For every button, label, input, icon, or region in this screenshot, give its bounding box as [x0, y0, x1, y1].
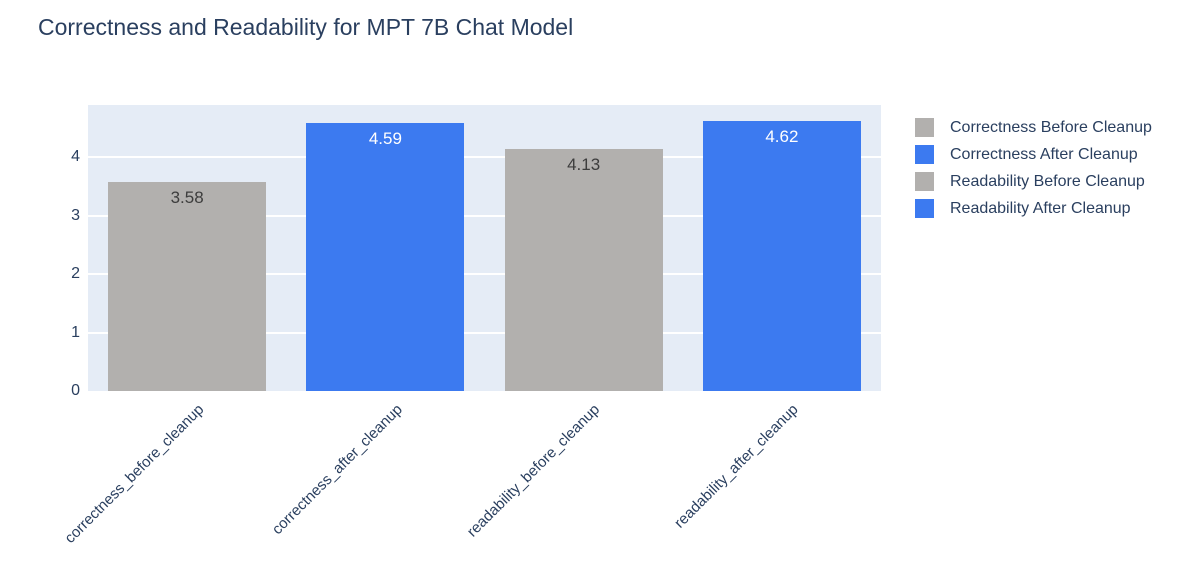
- legend-item[interactable]: Readability Before Cleanup: [915, 168, 1152, 195]
- legend-swatch: [915, 172, 934, 191]
- y-tick-label: 0: [71, 382, 80, 399]
- y-tick-label: 1: [71, 323, 80, 341]
- x-tick-label: correctness_after_cleanup: [268, 401, 406, 539]
- legend: Correctness Before Cleanup Correctness Af…: [915, 114, 1152, 222]
- y-tick-label: 2: [71, 265, 80, 283]
- bar-value-label: 4.59: [368, 128, 402, 148]
- y-tick-label: 4: [71, 148, 80, 166]
- bar-readability_before_cleanup[interactable]: 4.13: [504, 149, 663, 391]
- legend-label: Correctness After Cleanup: [950, 145, 1138, 163]
- bar-value-label: 4.62: [765, 126, 799, 146]
- legend-item[interactable]: Correctness Before Cleanup: [915, 114, 1152, 141]
- legend-item[interactable]: Readability After Cleanup: [915, 195, 1152, 222]
- x-tick-label: readability_after_cleanup: [671, 401, 802, 532]
- gridline: [88, 156, 881, 159]
- legend-swatch: [915, 145, 934, 164]
- legend-label: Readability Before Cleanup: [950, 172, 1145, 190]
- gridline: [88, 273, 881, 276]
- bar-value-label: 3.58: [170, 187, 204, 207]
- plot-area: 3.58 4.59 4.13 4.62: [88, 105, 881, 391]
- bar-correctness_after_cleanup[interactable]: 4.59: [306, 122, 465, 391]
- gridline: [88, 214, 881, 217]
- bar-readability_after_cleanup[interactable]: 4.62: [702, 120, 861, 391]
- x-tick-label: readability_before_cleanup: [464, 401, 604, 541]
- legend-swatch: [915, 118, 934, 137]
- bar-correctness_before_cleanup[interactable]: 3.58: [108, 181, 267, 391]
- legend-item[interactable]: Correctness After Cleanup: [915, 141, 1152, 168]
- bar-value-label: 4.13: [567, 155, 601, 175]
- chart-title: Correctness and Readability for MPT 7B C…: [38, 14, 574, 40]
- x-tick-label: correctness_before_cleanup: [61, 401, 208, 547]
- y-tick-label: 3: [71, 206, 80, 224]
- legend-label: Readability After Cleanup: [950, 199, 1131, 217]
- gridline: [88, 331, 881, 334]
- legend-label: Correctness Before Cleanup: [950, 118, 1152, 136]
- legend-swatch: [915, 199, 934, 218]
